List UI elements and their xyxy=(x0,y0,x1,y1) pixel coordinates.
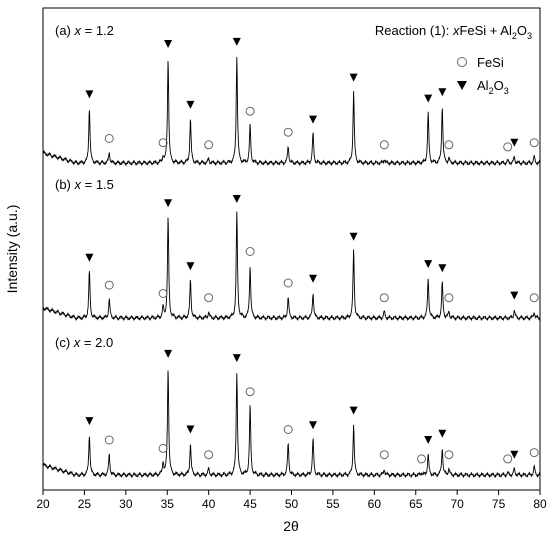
legend-label-fesi: FeSi xyxy=(477,55,504,70)
x-tick-label: 20 xyxy=(36,497,50,511)
x-tick-label: 50 xyxy=(285,497,299,511)
fesi-peak-marker xyxy=(158,443,168,453)
fesi-peak-marker xyxy=(529,293,539,303)
al2o3-peak-marker xyxy=(85,253,94,262)
fesi-peak-marker xyxy=(379,140,389,150)
x-tick-label: 30 xyxy=(119,497,133,511)
al2o3-peak-marker xyxy=(186,262,195,271)
al2o3-peak-marker xyxy=(232,195,241,203)
al2o3-peak-marker xyxy=(349,232,358,241)
markers-layer xyxy=(85,37,539,464)
series-label: (a) x = 1.2 xyxy=(55,23,114,38)
al2o3-peak-marker xyxy=(438,88,447,97)
legend-fesi-marker xyxy=(457,57,467,67)
al2o3-peak-marker xyxy=(309,421,317,430)
chart-title: Reaction (1): xFeSi + Al2O3 xyxy=(375,23,532,41)
al2o3-peak-marker xyxy=(510,138,519,147)
fesi-peak-marker xyxy=(283,127,293,137)
x-tick-label: 25 xyxy=(78,497,92,511)
fesi-peak-marker xyxy=(204,293,214,303)
fesi-peak-marker xyxy=(444,293,454,303)
al2o3-peak-marker xyxy=(85,417,94,426)
plot-frame xyxy=(42,7,541,491)
al2o3-peak-marker xyxy=(164,40,173,48)
fesi-peak-marker xyxy=(503,454,513,464)
al2o3-peak-marker xyxy=(164,199,173,208)
series-label: (b) x = 1.5 xyxy=(55,177,114,192)
x-tick-label: 35 xyxy=(161,497,175,511)
xrd-trace xyxy=(42,370,541,479)
fesi-peak-marker xyxy=(204,140,214,150)
x-tick-label: 60 xyxy=(368,497,382,511)
fesi-peak-marker xyxy=(204,450,214,460)
fesi-peak-marker xyxy=(104,134,114,143)
fesi-peak-marker xyxy=(379,450,389,460)
fesi-peak-marker xyxy=(529,448,539,458)
y-axis-label: Intensity (a.u.) xyxy=(4,205,20,294)
legend-al2o3-marker xyxy=(457,81,467,90)
fesi-peak-marker xyxy=(104,435,114,445)
al2o3-peak-marker xyxy=(85,90,94,99)
al2o3-peak-marker xyxy=(349,406,358,415)
al2o3-peak-marker xyxy=(349,73,358,82)
al2o3-peak-marker xyxy=(186,100,195,109)
fesi-peak-marker xyxy=(444,450,454,460)
xrd-trace xyxy=(42,56,541,167)
legend: FeSi Al2O3 xyxy=(457,55,509,96)
fesi-peak-marker xyxy=(444,140,454,150)
fesi-peak-marker xyxy=(503,142,513,152)
x-tick-label: 65 xyxy=(409,497,423,511)
x-axis-label: 2θ xyxy=(283,518,299,534)
al2o3-peak-marker xyxy=(164,349,173,358)
fesi-peak-marker xyxy=(283,425,293,434)
al2o3-peak-marker xyxy=(424,436,433,444)
al2o3-peak-marker xyxy=(438,264,447,273)
x-tick-label: 70 xyxy=(450,497,464,511)
x-tick-label: 80 xyxy=(533,497,547,511)
fesi-peak-marker xyxy=(158,289,168,298)
fesi-peak-marker xyxy=(245,387,255,397)
fesi-peak-marker xyxy=(158,138,168,148)
x-tick-label: 55 xyxy=(326,497,340,511)
fesi-peak-marker xyxy=(529,138,539,148)
al2o3-peak-marker xyxy=(232,354,241,363)
al2o3-peak-marker xyxy=(309,274,317,283)
al2o3-peak-marker xyxy=(424,260,433,269)
x-tick-label: 75 xyxy=(492,497,506,511)
x-axis: 20 25 30 35 40 45 50 55 60 65 70 75 80 xyxy=(36,490,547,511)
al2o3-peak-marker xyxy=(424,94,433,103)
x-tick-label: 45 xyxy=(243,497,257,511)
fesi-peak-marker xyxy=(417,454,427,464)
al2o3-peak-marker xyxy=(232,37,241,46)
series-labels: (a) x = 1.2 (b) x = 1.5 (c) x = 2.0 xyxy=(55,23,114,350)
fesi-peak-marker xyxy=(104,280,114,290)
al2o3-peak-marker xyxy=(438,429,447,438)
legend-label-al2o3: Al2O3 xyxy=(477,78,509,96)
al2o3-peak-marker xyxy=(186,425,195,434)
al2o3-peak-marker xyxy=(309,115,317,124)
fesi-peak-marker xyxy=(283,278,293,288)
al2o3-peak-marker xyxy=(510,291,519,300)
al2o3-peak-marker xyxy=(510,450,519,459)
x-tick-label: 40 xyxy=(202,497,216,511)
xrd-trace xyxy=(42,211,541,322)
traces-layer xyxy=(42,56,541,479)
series-label: (c) x = 2.0 xyxy=(55,335,113,350)
fesi-peak-marker xyxy=(245,247,255,256)
fesi-peak-marker xyxy=(379,293,389,303)
fesi-peak-marker xyxy=(245,106,255,116)
